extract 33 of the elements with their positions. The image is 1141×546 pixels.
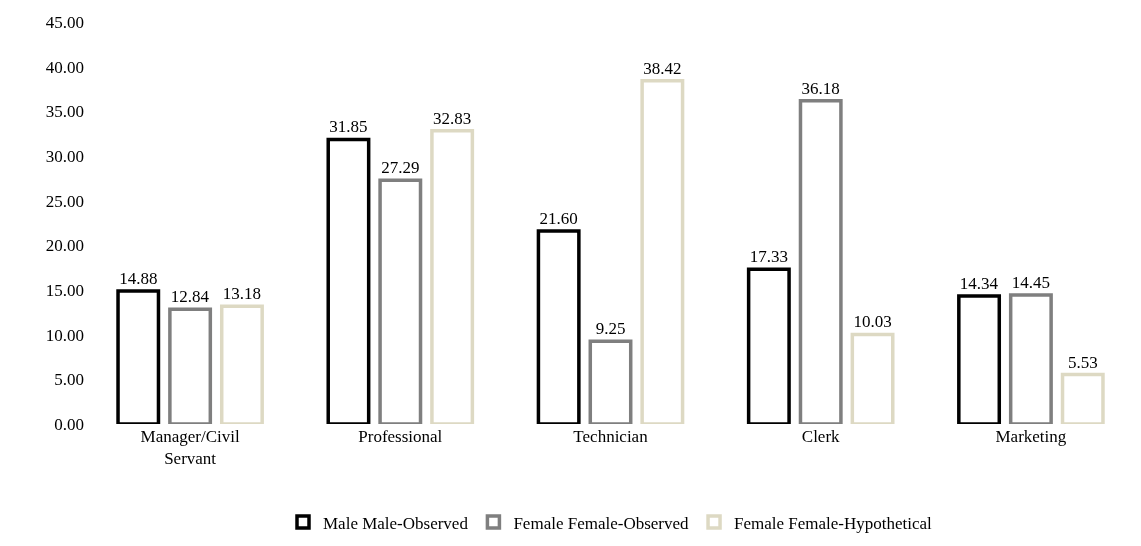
y-tick-label: 10.00 (45, 325, 84, 345)
data-label: 14.88 (119, 269, 158, 289)
x-tick-label: Manager/Civil Servant (140, 427, 240, 469)
y-tick-label: 20.00 (45, 236, 84, 256)
y-tick-label: 5.00 (54, 370, 84, 390)
y-tick-label: 0.00 (54, 414, 84, 434)
x-tick-label: Marketing (995, 427, 1067, 446)
x-tick-label: Technician (573, 427, 649, 446)
data-label: 27.29 (381, 158, 420, 178)
data-label: 32.83 (433, 108, 472, 128)
data-label: 13.18 (222, 284, 262, 304)
data-label: 36.18 (801, 78, 840, 98)
data-label: 31.85 (329, 117, 368, 137)
data-label: 21.60 (539, 209, 578, 229)
y-tick-label: 25.00 (45, 191, 84, 211)
y-tick-label: 15.00 (45, 280, 84, 300)
y-tick-label: 45.00 (45, 12, 84, 32)
legend-label: Female Female-Observed (513, 513, 690, 533)
y-tick-label: 40.00 (45, 57, 84, 77)
data-label: 9.25 (595, 319, 626, 339)
data-label: 10.03 (853, 312, 892, 332)
data-label: 5.53 (1067, 352, 1098, 372)
legend-label: Female Female-Hypothetical (734, 513, 933, 533)
data-label: 17.33 (749, 247, 788, 267)
y-tick-label: 30.00 (45, 146, 84, 166)
y-tick-label: 35.00 (45, 102, 84, 122)
data-label: 38.42 (643, 58, 682, 78)
data-label: 12.84 (170, 287, 210, 307)
legend-label: Male Male-Observed (323, 513, 469, 533)
data-label: 14.45 (1011, 272, 1051, 292)
data-label: 14.34 (959, 273, 999, 293)
x-tick-label: Clerk (801, 427, 841, 446)
x-tick-label: Professional (358, 427, 443, 446)
